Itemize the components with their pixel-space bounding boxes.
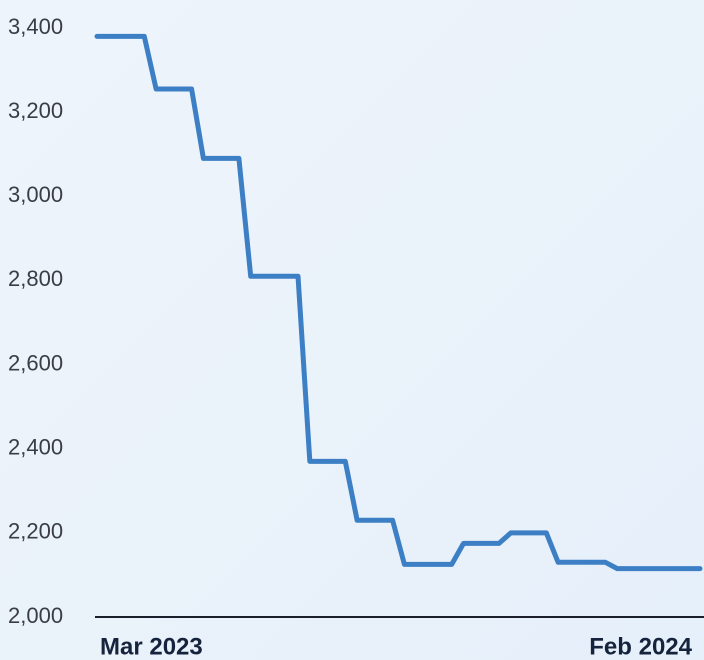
y-tick-label: 3,200 bbox=[8, 98, 63, 123]
x-tick-label: Mar 2023 bbox=[100, 633, 203, 660]
y-tick-label: 2,200 bbox=[8, 519, 63, 544]
y-tick-label: 3,400 bbox=[8, 14, 63, 39]
y-tick-label: 2,400 bbox=[8, 435, 63, 460]
y-tick-label: 3,000 bbox=[8, 182, 63, 207]
y-tick-label: 2,000 bbox=[8, 603, 63, 628]
x-tick-label: Feb 2024 bbox=[589, 633, 692, 660]
line-series bbox=[94, 33, 703, 572]
y-tick-label: 2,800 bbox=[8, 266, 63, 291]
y-tick-label: 2,600 bbox=[8, 350, 63, 375]
